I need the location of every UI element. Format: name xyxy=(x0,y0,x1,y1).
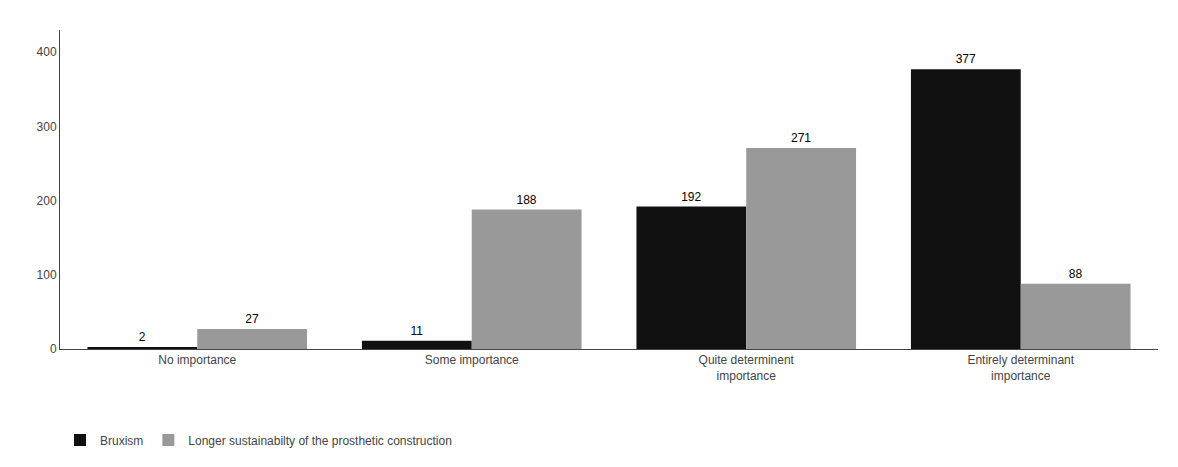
svg-text:88: 88 xyxy=(1069,267,1083,281)
svg-text:271: 271 xyxy=(791,131,811,145)
svg-text:192: 192 xyxy=(681,190,701,204)
svg-text:400: 400 xyxy=(37,45,57,59)
svg-text:Bruxism: Bruxism xyxy=(100,434,143,448)
svg-text:188: 188 xyxy=(516,193,536,207)
svg-text:Entirely determinantimportance: Entirely determinantimportance xyxy=(967,353,1074,383)
svg-text:Longer sustainabilty of the pr: Longer sustainabilty of the prosthetic c… xyxy=(188,434,451,448)
svg-text:No importance: No importance xyxy=(158,353,236,367)
svg-text:377: 377 xyxy=(956,52,976,66)
svg-text:200: 200 xyxy=(37,194,57,208)
svg-text:2: 2 xyxy=(139,330,146,344)
svg-text:100: 100 xyxy=(37,268,57,282)
svg-text:300: 300 xyxy=(37,120,57,134)
svg-text:Some importance: Some importance xyxy=(425,353,519,367)
svg-text:Quite determinentimportance: Quite determinentimportance xyxy=(699,353,795,383)
svg-text:27: 27 xyxy=(245,312,259,326)
svg-text:11: 11 xyxy=(410,324,423,338)
svg-text:0: 0 xyxy=(50,342,57,356)
